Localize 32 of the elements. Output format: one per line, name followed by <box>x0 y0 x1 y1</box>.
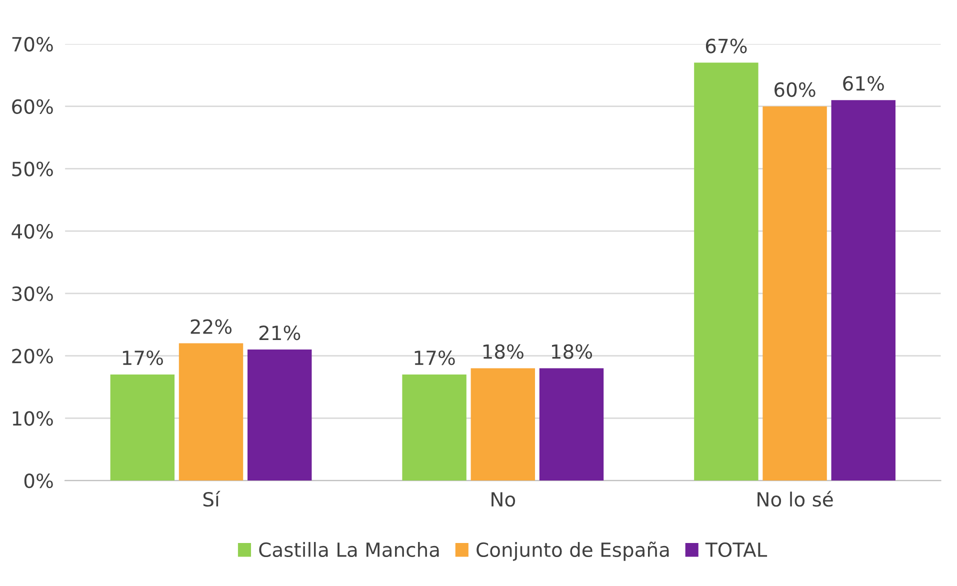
y-tick-label: 20% <box>12 348 53 364</box>
bar <box>402 374 466 481</box>
legend-label: TOTAL <box>705 542 768 558</box>
bar <box>248 350 312 481</box>
legend-label: Castilla La Mancha <box>259 542 439 558</box>
text: 67% <box>706 38 747 54</box>
bar <box>178 343 244 481</box>
y-tick-label: 30% <box>12 286 53 302</box>
bar <box>831 100 896 481</box>
text: 18% <box>552 344 592 359</box>
y-tick-label: 70% <box>12 36 53 52</box>
legend-label: Conjunto de España <box>476 542 669 561</box>
text: 17% <box>122 350 163 366</box>
x-tick-label: No lo sé <box>758 490 833 507</box>
text: 17% <box>414 350 455 366</box>
text: 61% <box>843 76 884 91</box>
text: 18% <box>483 344 524 359</box>
text: 21% <box>259 326 300 340</box>
bar <box>539 368 604 481</box>
y-tick-label: 60% <box>12 99 53 114</box>
text: 60% <box>774 82 816 97</box>
y-tick-label: 10% <box>12 411 53 426</box>
bar <box>470 368 536 481</box>
bar <box>762 106 827 481</box>
bar <box>110 374 175 481</box>
x-tick-label: Sí <box>203 490 220 507</box>
bar <box>694 62 758 481</box>
text: 22% <box>190 319 232 334</box>
y-tick-label: 0% <box>24 473 53 488</box>
y-tick-label: 40% <box>12 224 53 239</box>
x-tick-label: No <box>492 492 516 507</box>
y-tick-label: 50% <box>12 162 53 176</box>
